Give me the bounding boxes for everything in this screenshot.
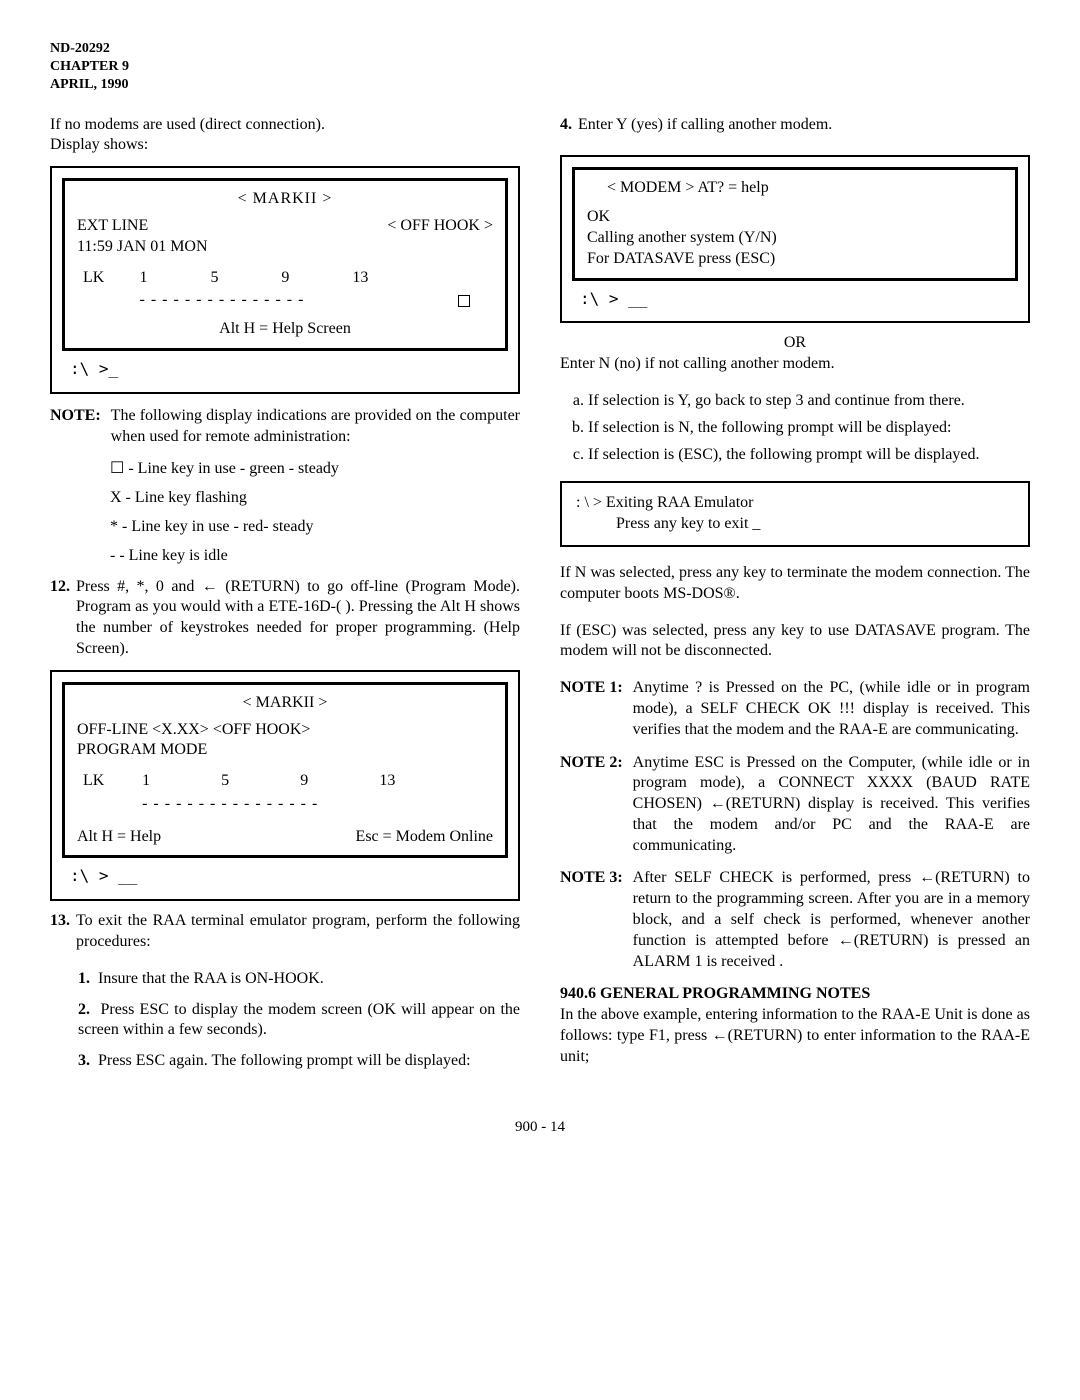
section-head: 940.6 GENERAL PROGRAMMING NOTES: [560, 984, 1030, 1005]
s13-2: Press ESC to display the modem screen (O…: [78, 1001, 520, 1039]
left-column: If no modems are used (direct connection…: [50, 115, 520, 1089]
box1-n5: 5: [206, 268, 275, 289]
box1-offhook: < OFF HOOK >: [387, 216, 493, 237]
box2-title: < MARKII >: [77, 693, 493, 714]
box3-title: < MODEM > AT? = help: [587, 178, 1003, 199]
sym-4: - - Line key is idle: [110, 546, 520, 567]
box2-n13: 13: [375, 771, 491, 792]
box1-n13: 13: [348, 268, 451, 289]
box2-l2: PROGRAM MODE: [77, 740, 493, 761]
box2-lk: LK: [79, 771, 136, 792]
note-text: The following display indications are pr…: [111, 406, 520, 448]
box2-n9: 9: [296, 771, 373, 792]
doc-header: ND-20292 CHAPTER 9 APRIL, 1990: [50, 40, 1030, 95]
s13-3: Press ESC again. The following prompt wi…: [98, 1052, 471, 1069]
display-box-3: < MODEM > AT? = help OK Calling another …: [560, 155, 1030, 323]
s13-3b: 3.: [78, 1052, 90, 1069]
box1-alth: Alt H = Help Screen: [77, 319, 493, 340]
s4-num: 4.: [560, 115, 572, 136]
note1-text: Anytime ? is Pressed on the PC, (while i…: [633, 678, 1030, 740]
doc-date: APRIL, 1990: [50, 76, 1030, 94]
box4-l1: : \ > Exiting RAA Emulator: [576, 493, 1014, 514]
box2-esc: Esc = Modem Online: [356, 827, 493, 848]
box2-dashes: - - - - - - - - - - - - - - - -: [138, 794, 491, 815]
sym-2: X - Line key flashing: [110, 488, 520, 509]
box4-l2: Press any key to exit _: [576, 514, 1014, 535]
step13-text: To exit the RAA terminal emulator progra…: [76, 911, 520, 953]
s13-1b: 1.: [78, 970, 90, 987]
box1-lk: LK: [79, 268, 134, 289]
note1-label: NOTE 1:: [560, 678, 623, 740]
content-columns: If no modems are used (direct connection…: [50, 115, 1030, 1089]
para-esc: If (ESC) was selected, press any key to …: [560, 621, 1030, 663]
box3-l2: Calling another system (Y/N): [587, 228, 1003, 249]
display-inner-3: < MODEM > AT? = help OK Calling another …: [572, 167, 1018, 280]
box3-l3: For DATASAVE press (ESC): [587, 249, 1003, 270]
s4-text: Enter Y (yes) if calling another modem.: [578, 115, 832, 136]
box3-ok: OK: [587, 207, 1003, 228]
box1-time: 11:59 JAN 01 MON: [77, 237, 493, 258]
step13-num: 13.: [50, 911, 70, 953]
display-box-2: < MARKII > OFF-LINE <X.XX> <OFF HOOK> PR…: [50, 670, 520, 902]
para-n: If N was selected, press any key to term…: [560, 563, 1030, 605]
note2-text: Anytime ESC is Pressed on the Computer, …: [633, 753, 1030, 857]
intro-2: Display shows:: [50, 135, 520, 156]
cursor-box-icon: [458, 295, 470, 307]
note3-label: NOTE 3:: [560, 868, 623, 972]
box2-n5: 5: [217, 771, 294, 792]
enter-n: Enter N (no) if not calling another mode…: [560, 354, 1030, 375]
opt-c: If selection is (ESC), the following pro…: [588, 445, 1030, 466]
box2-l1: OFF-LINE <X.XX> <OFF HOOK>: [77, 720, 493, 741]
box2-prompt: :\ > __: [62, 864, 508, 889]
or-label: OR: [560, 333, 1030, 354]
box2-n1: 1: [138, 771, 215, 792]
s13-1: Insure that the RAA is ON-HOOK.: [98, 970, 324, 987]
step12-text: Press #, *, 0 and ← (RETURN) to go off-l…: [76, 577, 520, 660]
box1-title: < MARKII >: [77, 189, 493, 210]
box2-help: Alt H = Help: [77, 827, 161, 848]
display-box-1: < MARKII > EXT LINE < OFF HOOK > 11:59 J…: [50, 166, 520, 394]
doc-id: ND-20292: [50, 40, 1030, 58]
symbol-list: ☐ - Line key in use - green - steady X -…: [50, 459, 520, 566]
opt-b: If selection is N, the following prompt …: [588, 418, 1030, 439]
step12-num: 12.: [50, 577, 70, 660]
box3-prompt: :\ > __: [572, 287, 1018, 312]
right-column: 4. Enter Y (yes) if calling another mode…: [560, 115, 1030, 1089]
note3-text: After SELF CHECK is performed, press ←(R…: [633, 868, 1030, 972]
page-footer: 900 - 14: [50, 1118, 1030, 1138]
note2-label: NOTE 2:: [560, 753, 623, 857]
box1-extline: EXT LINE: [77, 216, 148, 237]
box1-dashes: - - - - - - - - - - - - - - -: [136, 290, 452, 311]
sym-3: * - Line key in use - red- steady: [110, 517, 520, 538]
section-text: In the above example, entering informati…: [560, 1005, 1030, 1067]
sym-1: ☐ - Line key in use - green - steady: [110, 459, 520, 480]
s13-2b: 2.: [78, 1001, 90, 1018]
doc-chapter: CHAPTER 9: [50, 58, 1030, 76]
display-inner-1: < MARKII > EXT LINE < OFF HOOK > 11:59 J…: [62, 178, 508, 351]
display-inner-2: < MARKII > OFF-LINE <X.XX> <OFF HOOK> PR…: [62, 682, 508, 859]
step13-list: 1. Insure that the RAA is ON-HOOK. 2. Pr…: [50, 969, 520, 1072]
note-label: NOTE:: [50, 406, 101, 448]
box1-prompt: :\ >_: [62, 357, 508, 382]
box1-n9: 9: [277, 268, 346, 289]
intro-1: If no modems are used (direct connection…: [50, 115, 520, 136]
box1-n1: 1: [136, 268, 205, 289]
display-box-4: : \ > Exiting RAA Emulator Press any key…: [560, 481, 1030, 547]
abc-list: If selection is Y, go back to step 3 and…: [560, 391, 1030, 465]
opt-a: If selection is Y, go back to step 3 and…: [588, 391, 1030, 412]
